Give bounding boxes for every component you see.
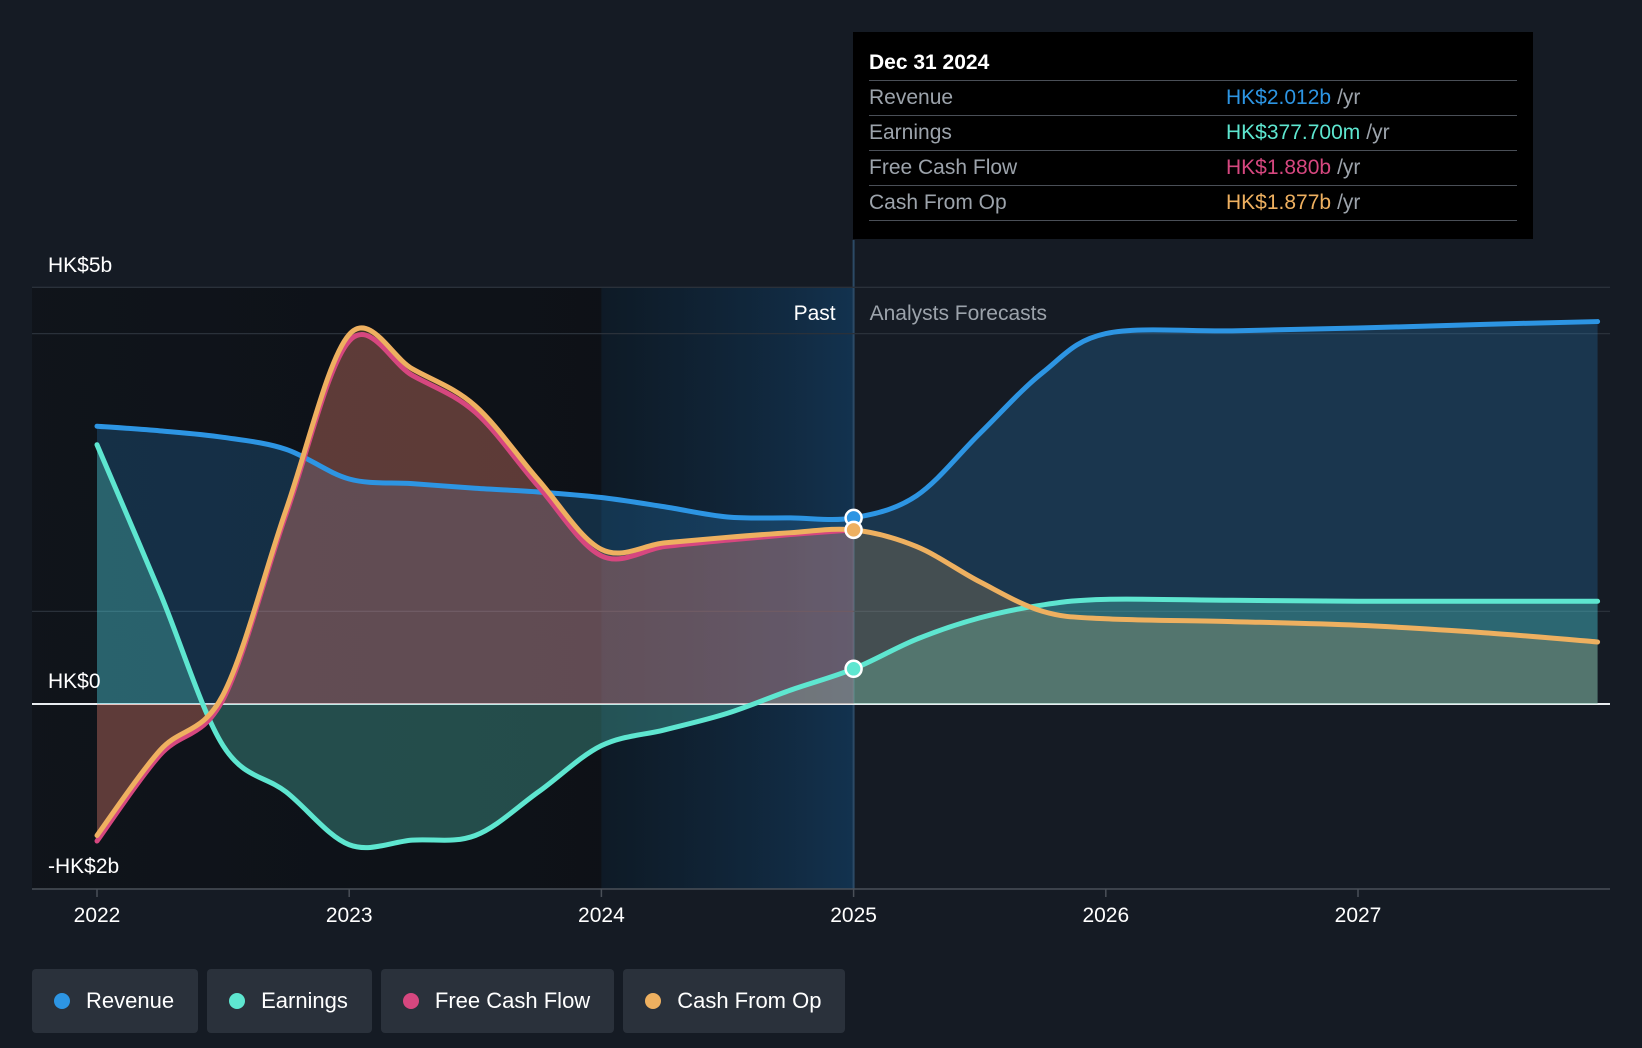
tooltip-row-revenue: Revenue HK$2.012b /yr	[869, 81, 1517, 116]
legend-label: Earnings	[261, 988, 348, 1013]
earnings-marker	[844, 659, 863, 679]
x-tick-label: 2024	[578, 904, 625, 927]
legend: Revenue Earnings Free Cash Flow Cash Fro…	[32, 969, 846, 1033]
tooltip-unit: /yr	[1366, 121, 1390, 144]
y-tick-label: HK$5b	[48, 254, 112, 277]
highlight-region	[601, 288, 854, 889]
past-label: Past	[794, 302, 836, 325]
tooltip-label: Free Cash Flow	[869, 156, 1018, 179]
legend-label: Cash From Op	[677, 988, 822, 1013]
free-cash-flow-dot-icon	[402, 993, 419, 1009]
chart-area: HK$5b HK$0 -HK$2b 2022 2023 2024 2025 2026 2027 P…	[32, 240, 1610, 927]
y-tick-label: HK$0	[48, 670, 101, 693]
tooltip-row-earnings: Earnings HK$377.700m /yr	[869, 116, 1517, 151]
tooltip-unit: /yr	[1337, 156, 1361, 179]
legend-label: Free Cash Flow	[434, 988, 591, 1013]
legend-item-revenue[interactable]: Revenue	[32, 969, 199, 1033]
x-tick-label: 2027	[1335, 904, 1382, 927]
x-tick-label: 2023	[326, 904, 373, 927]
forecast-label: Analysts Forecasts	[870, 302, 1047, 325]
y-tick-label: -HK$2b	[48, 855, 119, 878]
tooltip-row-free-cash-flow: Free Cash Flow HK$1.880b /yr	[869, 151, 1517, 186]
legend-item-free-cash-flow[interactable]: Free Cash Flow	[380, 969, 615, 1033]
revenue-area	[97, 321, 1598, 704]
cash-from-op-dot-icon	[645, 993, 662, 1009]
tooltip-label: Cash From Op	[869, 191, 1007, 214]
earnings-line	[94, 442, 1601, 851]
x-tick-label: 2022	[74, 904, 121, 927]
tooltip-value: HK$1.880b	[1226, 156, 1332, 179]
cash-from-op-area	[97, 327, 1598, 836]
legend-label: Revenue	[86, 988, 175, 1013]
tooltip: Dec 31 2024 Revenue HK$2.012b /yr Earnin…	[853, 32, 1533, 239]
tooltip-unit: /yr	[1337, 86, 1361, 109]
tooltip-value: HK$1.877b	[1226, 191, 1332, 214]
tooltip-row-cash-from-op: Cash From Op HK$1.877b /yr	[869, 186, 1517, 221]
revenue-dot-icon	[54, 993, 70, 1009]
revenue-line	[94, 319, 1601, 523]
earnings-area	[97, 444, 1598, 848]
tooltip-label: Revenue	[869, 86, 954, 109]
cash-from-op-line	[94, 325, 1601, 838]
tooltip-value: HK$377.700m	[1226, 121, 1361, 144]
tooltip-unit: /yr	[1337, 191, 1361, 214]
free-cash-flow-area	[97, 334, 854, 842]
cash-from-op-marker	[844, 520, 863, 540]
earnings-dot-icon	[229, 993, 246, 1009]
x-tick-label: 2026	[1082, 904, 1129, 927]
x-tick-label: 2025	[830, 904, 877, 927]
legend-item-cash-from-op[interactable]: Cash From Op	[623, 969, 846, 1033]
tooltip-label: Earnings	[869, 121, 952, 144]
tooltip-date: Dec 31 2024	[869, 46, 1517, 81]
tooltip-value: HK$2.012b	[1226, 86, 1332, 109]
legend-item-earnings[interactable]: Earnings	[207, 969, 372, 1033]
